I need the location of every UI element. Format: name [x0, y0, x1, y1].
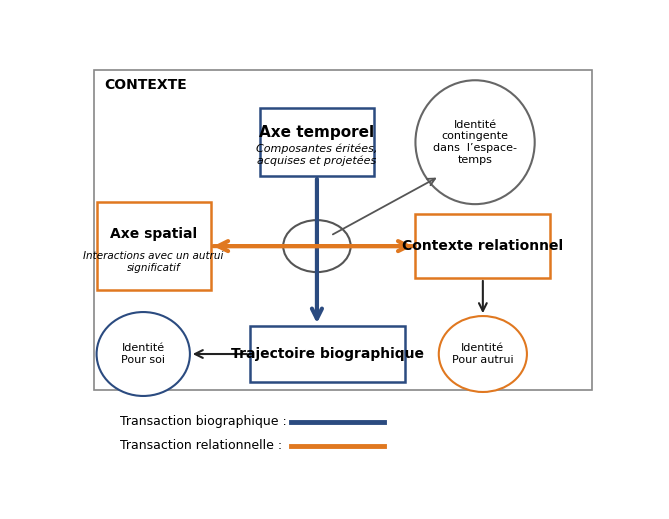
Ellipse shape — [415, 80, 535, 204]
Bar — [415, 214, 551, 278]
Ellipse shape — [439, 316, 527, 392]
Text: Interactions avec un autrui
significatif: Interactions avec un autrui significatif — [84, 251, 224, 273]
Bar — [260, 108, 374, 176]
Text: CONTEXTE: CONTEXTE — [104, 78, 187, 92]
Text: Transaction relationnelle :: Transaction relationnelle : — [120, 440, 282, 453]
Ellipse shape — [283, 220, 351, 272]
Text: Axe spatial: Axe spatial — [110, 227, 197, 241]
Bar — [250, 326, 405, 382]
Ellipse shape — [96, 312, 190, 396]
Text: Identité
Pour autrui: Identité Pour autrui — [452, 343, 514, 365]
Bar — [96, 202, 211, 290]
Text: Axe temporel: Axe temporel — [260, 125, 375, 140]
Text: Contexte relationnel: Contexte relationnel — [402, 239, 563, 253]
Text: Composantes éritées,
acquises et projetées: Composantes éritées, acquises et projeté… — [256, 143, 377, 166]
Text: Identité
Pour soi: Identité Pour soi — [121, 343, 165, 365]
Bar — [94, 70, 592, 390]
Text: Trajectoire biographique: Trajectoire biographique — [231, 347, 423, 361]
Text: Transaction biographique :: Transaction biographique : — [120, 415, 287, 429]
Text: Identité
contingente
dans  l’espace-
temps: Identité contingente dans l’espace- temp… — [433, 120, 517, 165]
